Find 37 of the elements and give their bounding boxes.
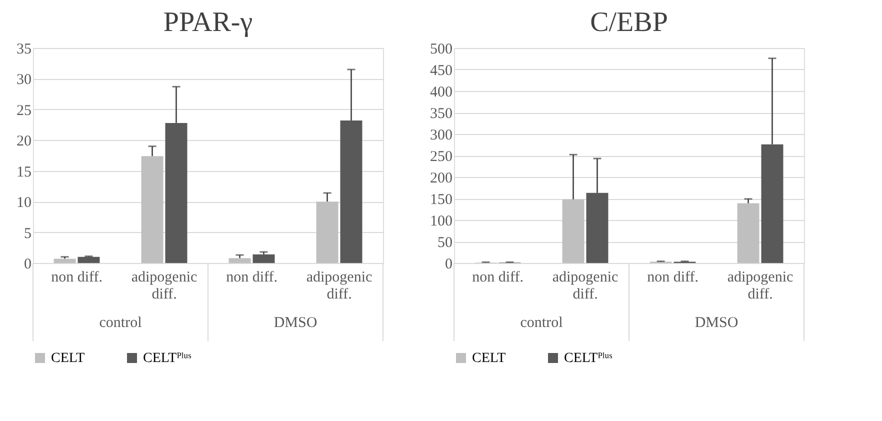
text: DMSO (694, 315, 738, 331)
x-tick-label: adipogenic diff. (552, 270, 618, 302)
y-tick-label: 250 (430, 149, 452, 165)
chart-title: C/EBP (590, 7, 668, 38)
y-tick-label: 150 (430, 192, 452, 208)
y-tick-label: 450 (430, 63, 452, 79)
text: DMSO (274, 315, 318, 331)
y-tick-label: 30 (16, 72, 32, 88)
x-tick-label: non diff. (51, 270, 102, 286)
y-tick-label: 100 (430, 214, 452, 230)
text: control (520, 315, 563, 331)
y-tick-label: 25 (16, 102, 32, 119)
y-tick-label: 350 (430, 106, 452, 122)
y-tick-label: 15 (16, 164, 32, 180)
legend-label: CELTᴾˡᵘˢ (143, 351, 192, 366)
legend-label: CELTᴾˡᵘˢ (564, 351, 612, 366)
y-tick-label: 5 (24, 226, 32, 242)
x-tick-label: non diff. (647, 270, 698, 286)
y-tick-label: 300 (430, 128, 452, 144)
text: control (99, 315, 142, 331)
legend-label: CELT (51, 351, 86, 366)
y-tick-label: 10 (16, 195, 32, 212)
legend-label: CELT (472, 351, 506, 366)
x-tick-label: adipogenic diff. (306, 270, 372, 302)
y-tick-label: 500 (430, 42, 452, 58)
y-tick-label: 400 (430, 84, 452, 100)
x-tick-label: adipogenic diff. (131, 270, 198, 302)
y-tick-label: 50 (438, 235, 452, 251)
x-tick-label: adipogenic diff. (727, 270, 794, 302)
y-tick-label: 0 (24, 256, 32, 272)
y-tick-label: 0 (445, 256, 452, 272)
chart-title: PPAR-γ (163, 7, 253, 38)
x-tick-label: non diff. (472, 270, 524, 286)
x-tick-label: non diff. (226, 270, 278, 286)
y-tick-label: 20 (16, 134, 32, 150)
y-tick-label: 200 (430, 170, 452, 186)
y-tick-label: 35 (16, 42, 32, 58)
